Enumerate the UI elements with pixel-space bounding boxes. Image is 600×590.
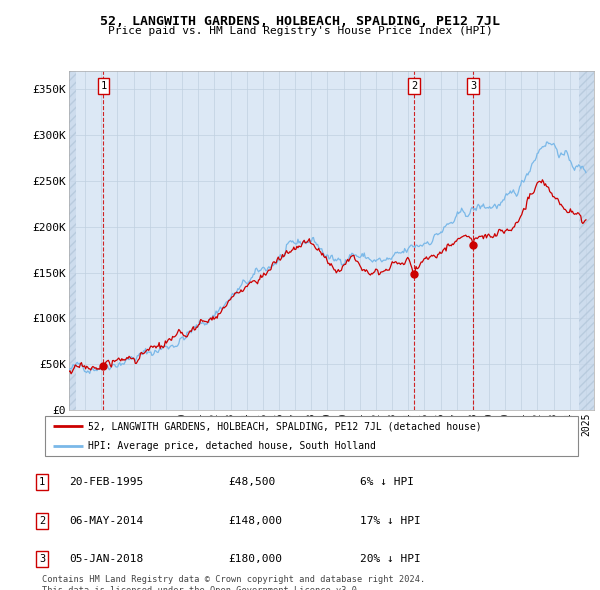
Text: £48,500: £48,500	[228, 477, 275, 487]
Text: 1: 1	[100, 81, 107, 91]
FancyBboxPatch shape	[45, 417, 578, 455]
Text: 06-MAY-2014: 06-MAY-2014	[69, 516, 143, 526]
Text: 3: 3	[39, 554, 45, 564]
Text: 20% ↓ HPI: 20% ↓ HPI	[360, 554, 421, 564]
Bar	[69, 71, 76, 410]
Bar	[580, 71, 594, 410]
Text: Contains HM Land Registry data © Crown copyright and database right 2024.
This d: Contains HM Land Registry data © Crown c…	[42, 575, 425, 590]
Text: 3: 3	[470, 81, 476, 91]
Text: £148,000: £148,000	[228, 516, 282, 526]
Text: 52, LANGWITH GARDENS, HOLBEACH, SPALDING, PE12 7JL: 52, LANGWITH GARDENS, HOLBEACH, SPALDING…	[100, 15, 500, 28]
Text: 1: 1	[39, 477, 45, 487]
Text: 05-JAN-2018: 05-JAN-2018	[69, 554, 143, 564]
Text: 17% ↓ HPI: 17% ↓ HPI	[360, 516, 421, 526]
Text: 2: 2	[39, 516, 45, 526]
Text: 20-FEB-1995: 20-FEB-1995	[69, 477, 143, 487]
Text: Price paid vs. HM Land Registry's House Price Index (HPI): Price paid vs. HM Land Registry's House …	[107, 26, 493, 36]
Text: £180,000: £180,000	[228, 554, 282, 564]
Text: 2: 2	[411, 81, 417, 91]
Text: HPI: Average price, detached house, South Holland: HPI: Average price, detached house, Sout…	[88, 441, 376, 451]
Text: 52, LANGWITH GARDENS, HOLBEACH, SPALDING, PE12 7JL (detached house): 52, LANGWITH GARDENS, HOLBEACH, SPALDING…	[88, 421, 482, 431]
Text: 6% ↓ HPI: 6% ↓ HPI	[360, 477, 414, 487]
